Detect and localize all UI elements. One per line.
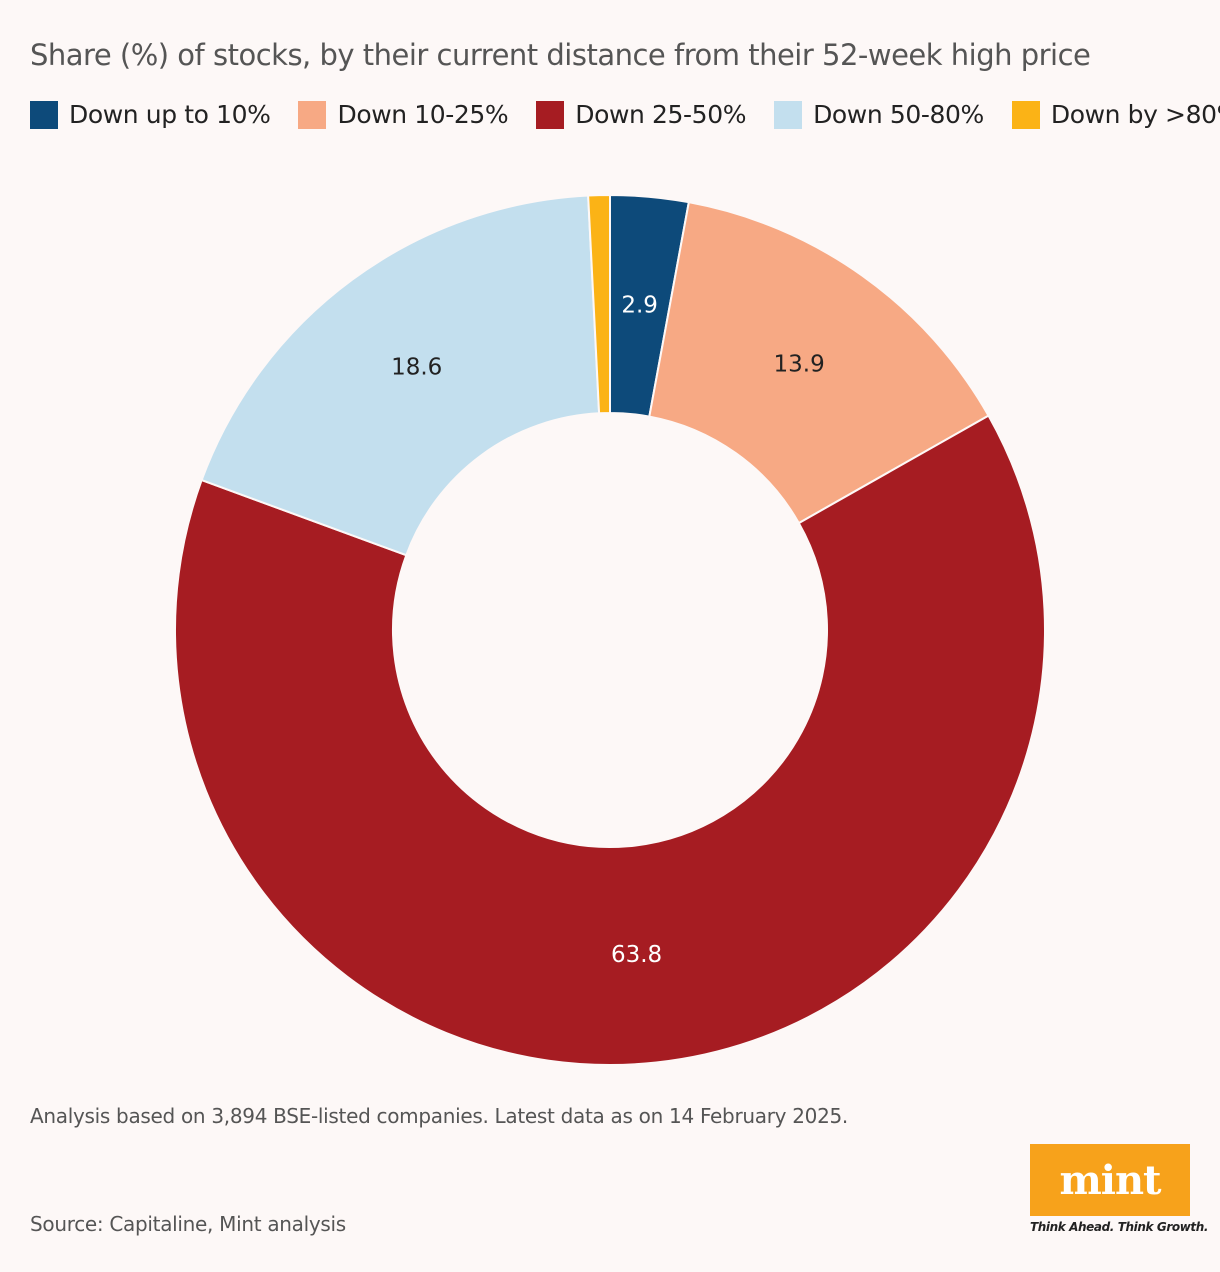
donut-chart: 2.9 13.9 63.8 18.6 [174, 193, 1046, 1066]
legend-item-down-up-to-10: Down up to 10% [30, 100, 271, 129]
data-label-2: 13.9 [774, 351, 825, 377]
footnote: Analysis based on 3,894 BSE-listed compa… [30, 1104, 848, 1128]
legend-swatch [774, 100, 803, 129]
legend-label: Down up to 10% [69, 100, 271, 129]
legend-swatch [536, 100, 565, 129]
legend: Down up to 10% Down 10-25% Down 25-50% D… [30, 100, 1220, 129]
data-label-3: 63.8 [611, 942, 662, 968]
legend-label: Down 10-25% [337, 100, 509, 129]
logo-tagline: Think Ahead. Think Growth. [1030, 1220, 1209, 1234]
legend-item-down-25-50: Down 25-50% [536, 100, 746, 129]
legend-swatch [30, 100, 58, 129]
data-label-1: 2.9 [621, 292, 658, 318]
legend-label: Down by >80% [1050, 100, 1220, 129]
mint-logo: mint [1030, 1144, 1190, 1216]
donut-slice-4 [200, 194, 601, 557]
logo-wordmark: mint [1059, 1156, 1161, 1204]
donut-slice-2 [648, 201, 990, 525]
legend-item-down-by-over-80: Down by >80% [1011, 100, 1220, 129]
donut-slice-3 [174, 414, 1046, 1066]
chart-title: Share (%) of stocks, by their current di… [30, 38, 1091, 72]
legend-label: Down 25-50% [575, 100, 747, 129]
data-label-4: 18.6 [391, 354, 442, 380]
donut-slice-5 [587, 193, 611, 415]
legend-swatch [1011, 100, 1040, 129]
source-note: Source: Capitaline, Mint analysis [30, 1212, 346, 1236]
legend-swatch [298, 100, 327, 129]
legend-item-down-10-25: Down 10-25% [298, 100, 509, 129]
legend-item-down-50-80: Down 50-80% [774, 100, 984, 129]
legend-label: Down 50-80% [813, 100, 984, 129]
